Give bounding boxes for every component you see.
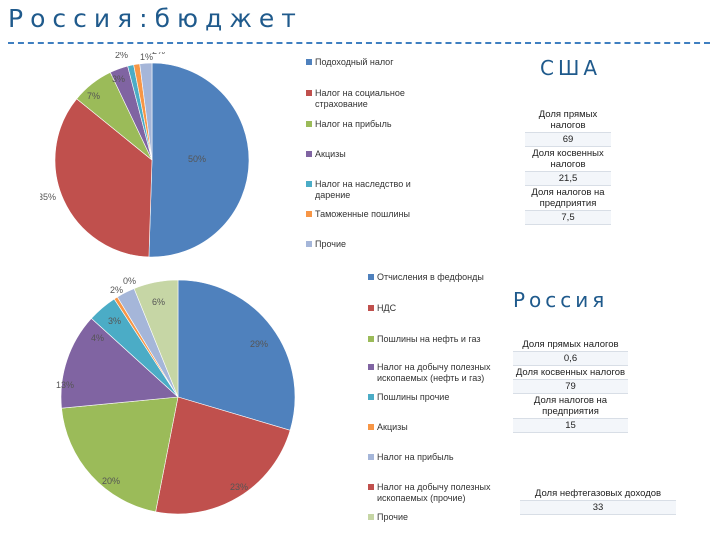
usa-tax-table: Доля прямых налогов 69 Доля косвенных нало… [525, 108, 611, 225]
legend-label: Прочие [377, 512, 409, 522]
legend-label: НДС [377, 303, 397, 313]
russia-tax-table: Доля прямых налогов 0,6 Доля косвенных нал… [513, 338, 628, 433]
legend-item: Налог на прибыль [306, 119, 436, 130]
legend-label: Прочие [315, 239, 347, 249]
pie-data-label: 6% [152, 297, 165, 307]
pie-slice [155, 396, 291, 515]
pie-slice [133, 279, 179, 398]
table-cell: Доля косвенных налогов [513, 366, 628, 380]
legend-item: Прочие [368, 512, 508, 523]
pie-slice [139, 62, 153, 161]
page-title: Россия:бюджет [8, 4, 303, 33]
legend-item: Акцизы [306, 149, 436, 160]
legend-label: Налог на социальное страхование [315, 88, 405, 109]
table-cell: 79 [513, 380, 628, 394]
table-cell: 33 [520, 501, 676, 515]
pie-data-label: 2% [115, 52, 128, 60]
oilgas-revenue-table: Доля нефтегазовых доходов 33 [520, 487, 676, 515]
legend-item: Пошлины на нефть и газ [368, 334, 508, 345]
russia-budget-legend: Отчисления в федфонды НДС Пошлины на нефть… [368, 272, 508, 532]
table-cell: Доля нефтегазовых доходов [520, 487, 676, 501]
legend-swatch [368, 364, 374, 370]
legend-swatch [368, 336, 374, 342]
table-cell: 21,5 [525, 172, 611, 186]
legend-item: Налог на прибыль [368, 452, 508, 463]
pie-data-label: 7% [87, 91, 100, 101]
legend-label: Акцизы [377, 422, 408, 432]
legend-item: Прочие [306, 239, 436, 250]
legend-label: Налог на прибыль [315, 119, 392, 129]
pie-data-label: 13% [56, 380, 74, 390]
pie-data-label: 3% [112, 74, 125, 84]
legend-item: Налог на добычу полезных ископаемых (про… [368, 482, 508, 504]
legend-swatch [306, 59, 312, 65]
pie-data-label: 2% [110, 285, 123, 295]
pie-data-label: 23% [230, 482, 248, 492]
usa-budget-pie: 50%35%7%3%1%2%2% [40, 52, 250, 258]
pie-data-label: 0% [123, 276, 136, 286]
legend-label: Отчисления в федфонды [377, 272, 484, 282]
table-cell: 15 [513, 419, 628, 433]
legend-label: Подоходный налог [315, 57, 394, 67]
pie-data-label: 3% [108, 316, 121, 326]
legend-item: НДС [368, 303, 508, 314]
legend-swatch [368, 424, 374, 430]
title-divider [8, 42, 710, 44]
table-cell: 7,5 [525, 211, 611, 225]
table-cell: Доля прямых налогов [513, 338, 628, 352]
legend-item: Отчисления в федфонды [368, 272, 508, 283]
table-cell: Доля прямых налогов [525, 108, 611, 133]
pie-data-label: 29% [250, 339, 268, 349]
legend-swatch [306, 241, 312, 247]
table-cell: Доля налогов на предприятия [513, 394, 628, 419]
table-cell: 69 [525, 133, 611, 147]
pie-data-label: 4% [91, 333, 104, 343]
table-cell: Доля налогов на предприятия [525, 186, 611, 211]
legend-swatch [306, 211, 312, 217]
legend-item: Акцизы [368, 422, 508, 433]
legend-label: Налог на наследство и дарение [315, 179, 411, 200]
legend-item: Налог на добычу полезных ископаемых (неф… [368, 362, 508, 384]
legend-label: Таможенные пошлины [315, 209, 410, 219]
legend-item: Налог на социальное страхование [306, 88, 436, 110]
legend-swatch [368, 454, 374, 460]
pie-data-label: 50% [188, 154, 206, 164]
legend-item: Пошлины прочие [368, 392, 508, 403]
legend-item: Таможенные пошлины [306, 209, 436, 220]
legend-label: Налог на добычу полезных ископаемых (про… [377, 482, 491, 503]
pie-data-label: 20% [102, 476, 120, 486]
legend-label: Пошлины прочие [377, 392, 450, 402]
legend-swatch [368, 484, 374, 490]
legend-label: Пошлины на нефть и газ [377, 334, 481, 344]
pie-data-label: 2% [152, 52, 165, 56]
legend-label: Налог на добычу полезных ископаемых (неф… [377, 362, 491, 383]
table-cell: Доля косвенных налогов [525, 147, 611, 172]
legend-swatch [306, 90, 312, 96]
legend-swatch [368, 394, 374, 400]
pie-data-label: 35% [40, 192, 56, 202]
pie-slice [148, 62, 250, 258]
legend-label: Налог на прибыль [377, 452, 454, 462]
legend-item: Налог на наследство и дарение [306, 179, 436, 201]
russia-budget-pie: 29% 23% 20% 13% 4% 0%2% 3% 6% [56, 276, 296, 515]
pie-data-label: 1% [140, 52, 153, 62]
russia-heading: Россия [513, 288, 609, 312]
legend-item: Подоходный налог [306, 57, 436, 68]
legend-swatch [306, 181, 312, 187]
legend-swatch [306, 121, 312, 127]
legend-swatch [368, 274, 374, 280]
usa-heading: США [540, 56, 602, 80]
legend-swatch [368, 305, 374, 311]
pie-slice [60, 317, 179, 409]
pie-slice [54, 98, 153, 258]
legend-label: Акцизы [315, 149, 346, 159]
pie-slice [61, 396, 179, 513]
legend-swatch [306, 151, 312, 157]
usa-budget-legend: Подоходный налог Налог на социальное стра… [306, 57, 436, 252]
table-cell: 0,6 [513, 352, 628, 366]
legend-swatch [368, 514, 374, 520]
pie-slice [177, 279, 296, 431]
